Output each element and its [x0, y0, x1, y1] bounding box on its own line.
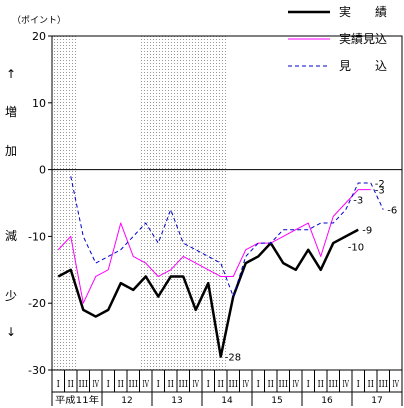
x-quarter-label: III — [279, 380, 289, 390]
y-label-char: 減 — [5, 228, 17, 243]
x-quarter-label: I — [207, 380, 211, 390]
data-label: -10 — [348, 242, 364, 253]
legend-label: 実績見込 — [339, 31, 387, 46]
y-axis: 20 10 0 -10 -20 -30 — [28, 30, 52, 377]
x-year-label: 16 — [321, 396, 333, 406]
x-quarter-label: II — [268, 380, 275, 390]
x-year-label: 15 — [271, 396, 282, 406]
legend-label: 実 績 — [339, 4, 387, 19]
data-label: -9 — [362, 226, 372, 237]
x-quarter-label: III — [229, 380, 239, 390]
y-tick-label: 20 — [32, 30, 46, 43]
series-lines — [57, 176, 384, 358]
y-label-char: 加 — [5, 144, 17, 158]
x-quarter-label: III — [329, 380, 339, 390]
x-year-label: 17 — [371, 396, 382, 406]
y-label-char: ↑ — [6, 67, 16, 81]
x-quarter-label: II — [368, 380, 375, 390]
y-label-char: ↓ — [6, 325, 16, 339]
y-label-char: 少 — [5, 289, 17, 303]
data-label: -28 — [225, 353, 241, 364]
data-labels: -28-10-9-3-3-2-6 — [225, 179, 397, 364]
legend-label: 見 込 — [339, 59, 387, 73]
data-label: -6 — [387, 206, 397, 217]
x-year-label: 平成11年 — [55, 394, 99, 406]
series-line-0 — [57, 228, 359, 358]
data-label: -3 — [375, 186, 385, 197]
x-year-label: 14 — [221, 396, 233, 406]
x-quarter-label: IV — [393, 380, 400, 390]
x-quarter-label: I — [257, 380, 261, 390]
x-quarter-label: I — [357, 380, 361, 390]
y-tick-label: -10 — [28, 230, 46, 243]
x-year-label: 12 — [121, 396, 132, 406]
x-quarter-label: II — [218, 380, 225, 390]
unit-label: （ポイント） — [12, 15, 66, 26]
data-label: -3 — [353, 196, 363, 207]
y-label-char: 増 — [5, 105, 17, 119]
x-axis: I II III IV I II III IV I II III IV I II III IV I II III IV… — [51, 370, 403, 406]
y-tick-label: 0 — [39, 164, 46, 177]
x-quarter-label: I — [107, 380, 111, 390]
x-year-label: 13 — [171, 396, 182, 406]
x-quarter-label: IV — [293, 380, 300, 390]
y-tick-label: 10 — [32, 97, 46, 110]
x-quarter-label: I — [307, 380, 311, 390]
x-quarter-label: IV — [93, 380, 100, 390]
x-quarter-label: III — [179, 380, 189, 390]
x-quarter-label: II — [168, 380, 175, 390]
y-tick-label: -30 — [28, 364, 46, 377]
shaded-periods — [52, 36, 227, 370]
series-line-1 — [57, 189, 371, 304]
shaded-period-0 — [52, 36, 77, 370]
series-line-2 — [70, 176, 384, 298]
x-quarter-label: I — [157, 380, 161, 390]
data-label: -2 — [375, 179, 385, 190]
x-quarter-label: III — [129, 380, 139, 390]
x-quarter-label: II — [318, 380, 325, 390]
x-quarter-label: II — [118, 380, 125, 390]
x-quarter-label: II — [68, 380, 75, 390]
x-quarter-label: III — [379, 380, 389, 390]
x-quarter-label: IV — [143, 380, 150, 390]
x-quarter-label: IV — [193, 380, 200, 390]
x-quarter-label: III — [79, 380, 89, 390]
x-quarter-label: IV — [243, 380, 250, 390]
x-quarter-label: IV — [343, 380, 350, 390]
y-tick-label: -20 — [28, 297, 46, 310]
x-quarter-label: I — [57, 380, 61, 390]
